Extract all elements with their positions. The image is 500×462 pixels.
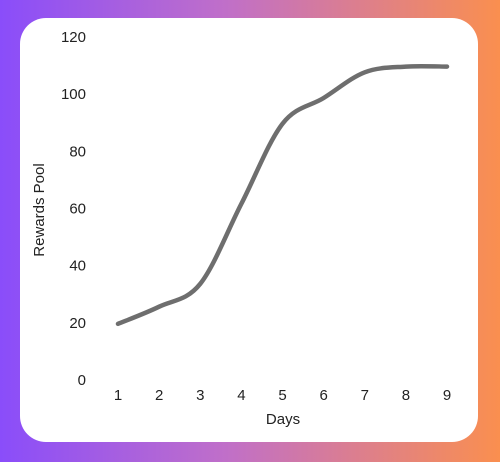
x-tick-label: 7 [361, 387, 369, 404]
x-tick-label: 6 [319, 387, 327, 404]
x-tick-label: 5 [278, 387, 286, 404]
y-tick-label: 20 [69, 315, 86, 332]
x-tick-label: 9 [443, 387, 451, 404]
y-tick-label: 100 [61, 86, 86, 103]
x-tick-label: 4 [237, 387, 245, 404]
y-tick-label: 80 [69, 143, 86, 160]
x-tick-label: 3 [196, 387, 204, 404]
y-tick-label: 120 [61, 29, 86, 46]
x-axis-label: Days [266, 411, 300, 428]
data-line [115, 63, 450, 327]
x-tick-label: 1 [114, 387, 122, 404]
y-tick-label: 60 [69, 200, 86, 217]
card [20, 18, 478, 442]
x-tick-label: 2 [155, 387, 163, 404]
x-tick-label: 8 [402, 387, 410, 404]
y-tick-label: 0 [78, 372, 86, 389]
y-tick-label: 40 [69, 258, 86, 275]
y-axis-label: Rewards Pool [31, 163, 48, 256]
